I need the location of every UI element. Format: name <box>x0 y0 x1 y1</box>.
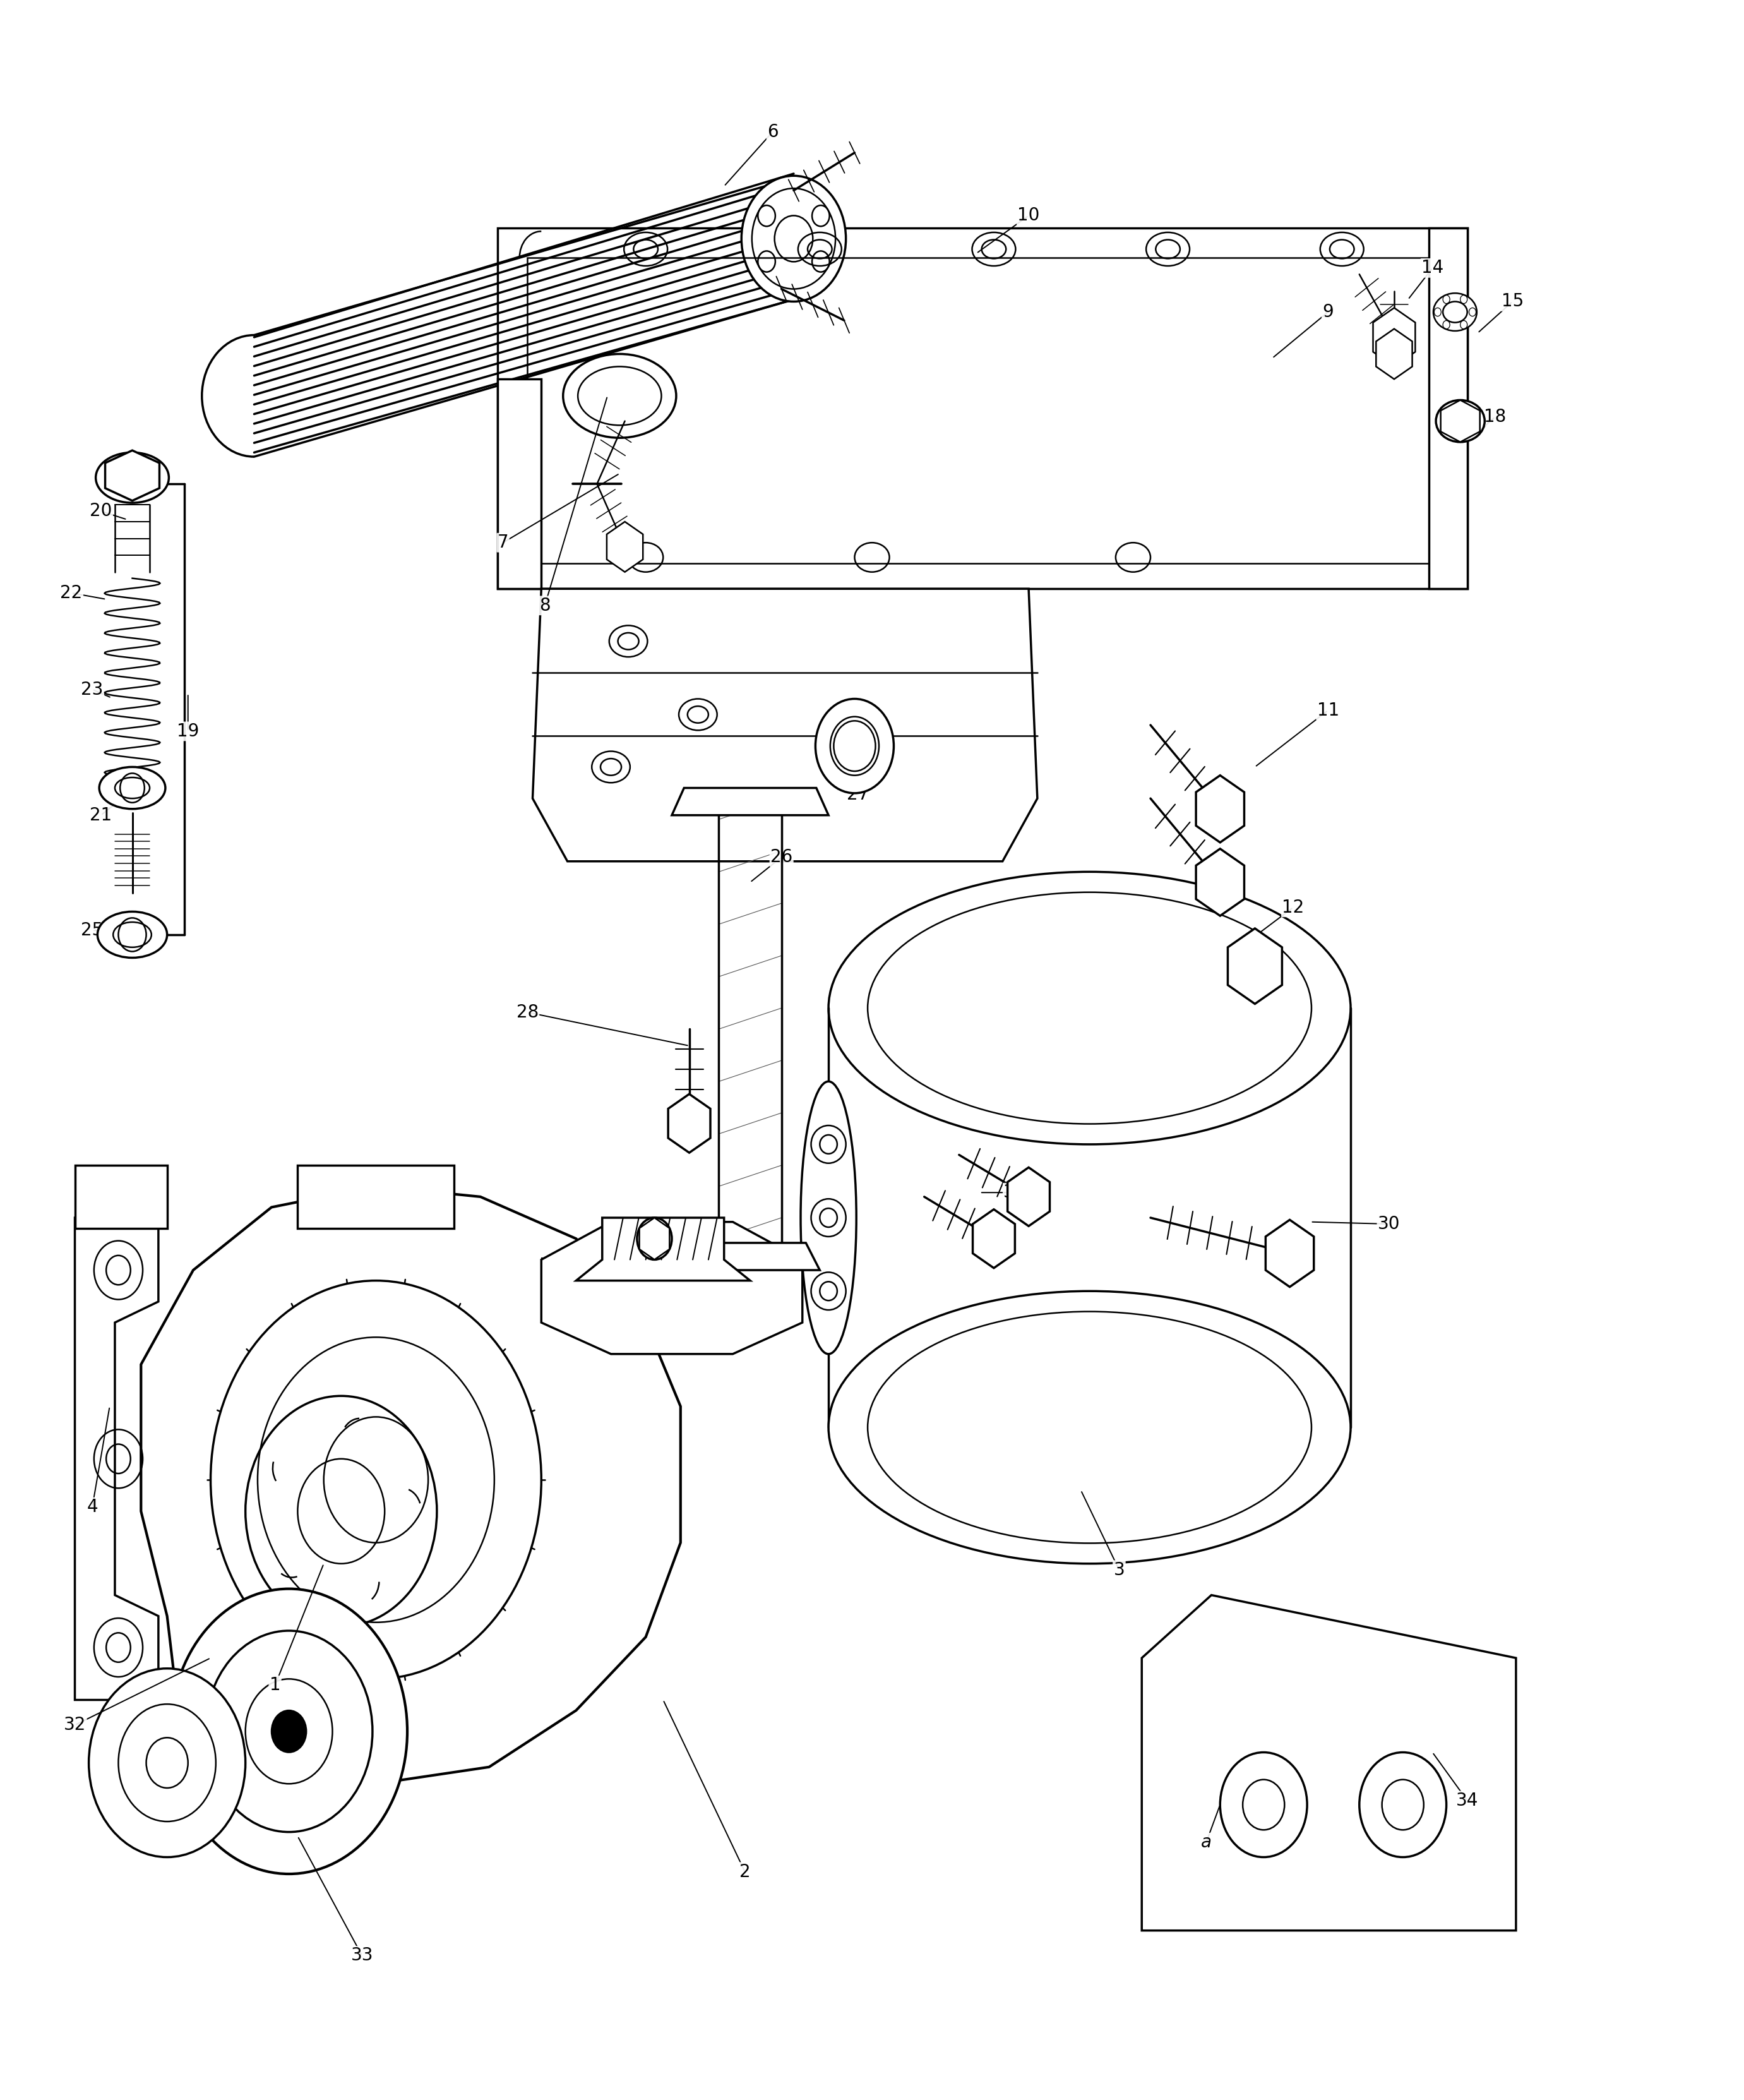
Text: 26: 26 <box>771 848 792 865</box>
Polygon shape <box>973 1210 1015 1268</box>
Ellipse shape <box>96 452 169 502</box>
Text: 19: 19 <box>176 722 199 739</box>
Polygon shape <box>497 380 541 588</box>
Circle shape <box>171 1590 408 1873</box>
Text: 18: 18 <box>1484 407 1507 426</box>
Polygon shape <box>1373 309 1414 368</box>
Polygon shape <box>1142 1596 1516 1930</box>
Text: 7: 7 <box>497 533 509 552</box>
Text: 34: 34 <box>1456 1791 1479 1810</box>
Text: 10: 10 <box>1017 206 1039 225</box>
Text: 9: 9 <box>1322 302 1334 321</box>
Text: 27: 27 <box>848 785 869 802</box>
Ellipse shape <box>637 1218 671 1260</box>
Polygon shape <box>1008 1168 1050 1226</box>
Polygon shape <box>105 449 159 500</box>
Ellipse shape <box>98 911 167 958</box>
Text: 6: 6 <box>767 124 778 141</box>
Polygon shape <box>607 521 644 571</box>
Polygon shape <box>75 1218 159 1699</box>
Polygon shape <box>1196 775 1243 842</box>
Text: 29: 29 <box>595 1258 617 1275</box>
Polygon shape <box>1376 330 1413 380</box>
Circle shape <box>211 1281 541 1678</box>
Circle shape <box>89 1670 246 1856</box>
Bar <box>1428 229 1467 588</box>
Text: 33: 33 <box>351 1947 373 1964</box>
Ellipse shape <box>1435 401 1484 441</box>
Text: 15: 15 <box>1502 292 1524 311</box>
Polygon shape <box>532 588 1038 861</box>
Text: 3: 3 <box>1114 1560 1125 1579</box>
Polygon shape <box>640 1218 670 1260</box>
Ellipse shape <box>828 872 1350 1144</box>
Text: 11: 11 <box>1317 701 1339 718</box>
Text: 20: 20 <box>89 502 112 521</box>
Text: 28: 28 <box>516 1004 539 1021</box>
Polygon shape <box>1228 928 1282 1004</box>
Text: 5: 5 <box>539 1258 551 1275</box>
Ellipse shape <box>99 766 166 808</box>
Polygon shape <box>668 1094 710 1153</box>
Polygon shape <box>298 1166 453 1228</box>
Polygon shape <box>497 229 1467 588</box>
Ellipse shape <box>816 699 893 794</box>
Text: 12: 12 <box>1282 899 1305 916</box>
Polygon shape <box>75 1166 167 1228</box>
Text: 32: 32 <box>65 1716 85 1735</box>
Polygon shape <box>680 1243 820 1270</box>
Polygon shape <box>141 1186 680 1783</box>
Ellipse shape <box>800 1082 856 1354</box>
Ellipse shape <box>828 1292 1350 1564</box>
Text: 31: 31 <box>1003 1184 1025 1201</box>
Polygon shape <box>1196 848 1243 916</box>
Text: 25: 25 <box>82 922 103 939</box>
Polygon shape <box>1266 1220 1313 1287</box>
Text: a: a <box>1202 1833 1212 1852</box>
Text: 30: 30 <box>1378 1216 1400 1233</box>
Polygon shape <box>541 1222 802 1354</box>
Text: 2: 2 <box>739 1863 750 1882</box>
Text: 23: 23 <box>80 680 103 697</box>
Ellipse shape <box>1434 294 1477 332</box>
Circle shape <box>272 1709 307 1751</box>
Text: 21: 21 <box>91 806 112 823</box>
Text: 14: 14 <box>1421 258 1444 277</box>
Text: 22: 22 <box>61 584 82 603</box>
Text: 4: 4 <box>87 1497 98 1516</box>
Polygon shape <box>1441 401 1481 441</box>
Polygon shape <box>576 1218 750 1281</box>
Polygon shape <box>671 788 828 815</box>
Text: 8: 8 <box>539 596 551 615</box>
Ellipse shape <box>741 176 846 302</box>
Text: 1: 1 <box>269 1676 281 1695</box>
